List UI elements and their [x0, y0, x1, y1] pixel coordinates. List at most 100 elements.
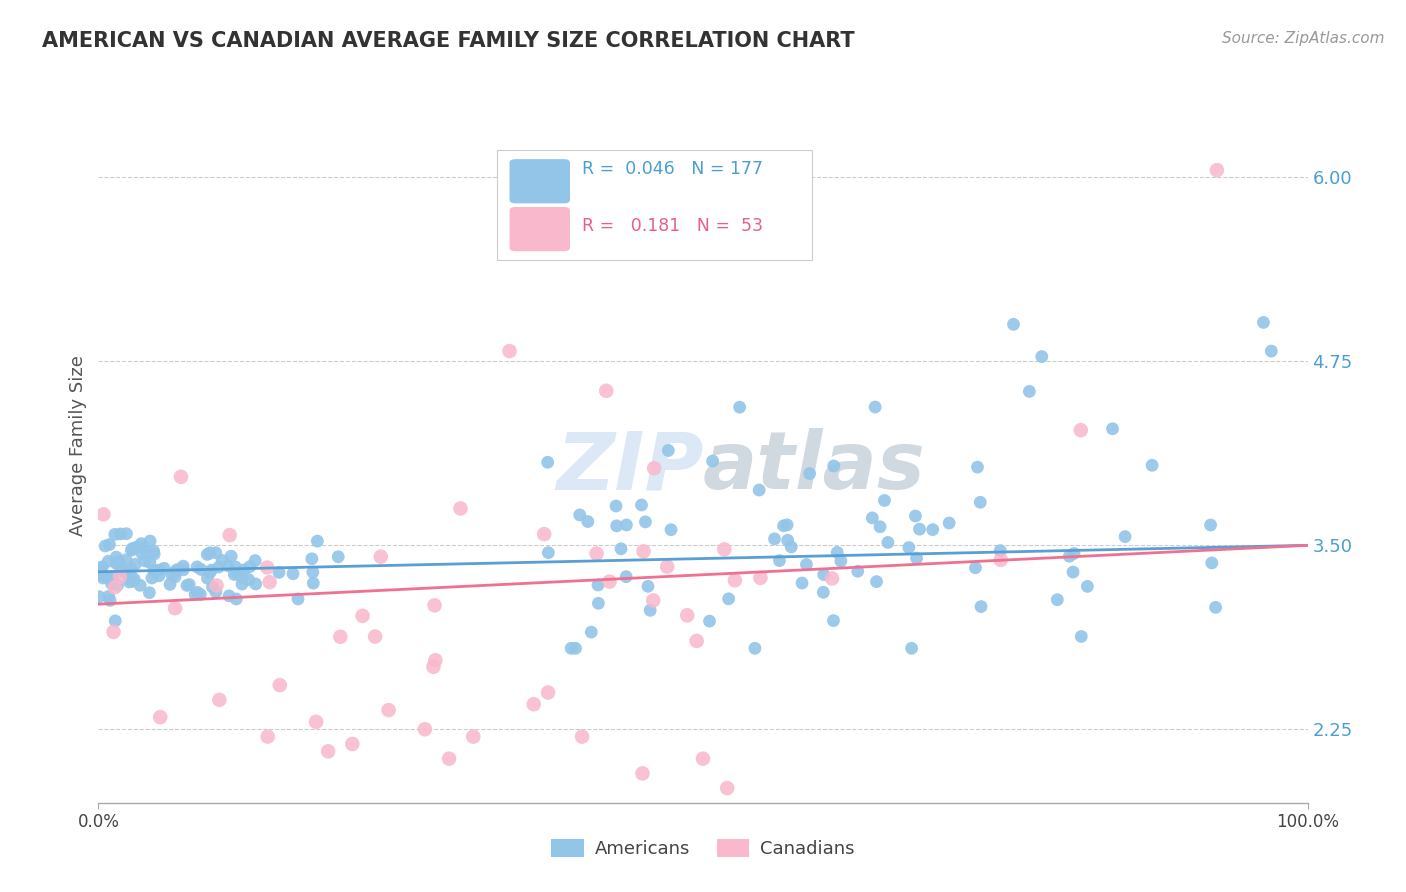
Point — [142, 543, 165, 558]
Point — [713, 542, 735, 557]
Point — [132, 541, 155, 555]
Point — [211, 553, 233, 567]
Point — [659, 523, 682, 537]
Point — [908, 522, 931, 536]
Point — [749, 571, 772, 585]
Point — [118, 574, 141, 589]
Point — [938, 516, 960, 530]
Point — [107, 554, 129, 568]
Point — [763, 532, 786, 546]
Point — [1031, 350, 1053, 364]
Point — [139, 534, 162, 549]
Point — [342, 737, 364, 751]
Point — [208, 560, 231, 574]
Point — [97, 570, 120, 584]
Point — [93, 508, 115, 522]
Point — [631, 766, 654, 780]
Point — [172, 559, 194, 574]
Point — [165, 601, 187, 615]
Point — [768, 553, 790, 567]
Point — [208, 693, 231, 707]
Text: R =  0.046   N = 177: R = 0.046 N = 177 — [582, 161, 763, 178]
Point — [97, 590, 120, 604]
Point — [364, 630, 387, 644]
Point — [184, 587, 207, 601]
Point — [307, 534, 329, 549]
Point — [970, 599, 993, 614]
Point — [121, 574, 143, 589]
Point — [198, 566, 221, 580]
Point — [533, 527, 555, 541]
Point — [1070, 423, 1092, 437]
Point — [172, 563, 194, 577]
Point — [186, 585, 208, 599]
Point — [201, 580, 224, 594]
Point — [585, 547, 607, 561]
Point — [143, 547, 166, 561]
Point — [564, 641, 586, 656]
Point — [576, 515, 599, 529]
Point — [606, 519, 628, 533]
Point — [231, 577, 253, 591]
Point — [823, 458, 845, 473]
Point — [110, 527, 132, 541]
Point — [329, 630, 352, 644]
Point — [226, 566, 249, 581]
Point — [148, 563, 170, 577]
Point — [873, 493, 896, 508]
Point — [1253, 315, 1275, 329]
Point — [143, 563, 166, 577]
Point — [129, 578, 152, 592]
Point — [267, 566, 290, 580]
Point — [188, 587, 211, 601]
Point — [799, 467, 821, 481]
Point — [813, 567, 835, 582]
Point — [523, 697, 546, 711]
Point — [643, 593, 665, 607]
Point — [904, 509, 927, 524]
Point — [195, 548, 218, 562]
Point — [269, 678, 291, 692]
Point — [634, 515, 657, 529]
Point — [190, 562, 212, 576]
Point — [846, 564, 869, 578]
Point — [94, 539, 117, 553]
Point — [897, 541, 920, 555]
Point — [537, 685, 560, 699]
Point — [813, 585, 835, 599]
Point — [780, 540, 803, 554]
Point — [124, 558, 146, 572]
Point — [148, 569, 170, 583]
Point — [96, 570, 118, 584]
Point — [224, 567, 246, 582]
Point — [122, 572, 145, 586]
FancyBboxPatch shape — [509, 207, 569, 252]
Point — [744, 641, 766, 656]
Point — [498, 344, 520, 359]
Point — [988, 543, 1011, 558]
Point — [1059, 549, 1081, 564]
Point — [104, 580, 127, 594]
Point — [724, 574, 747, 588]
Point — [141, 571, 163, 585]
Point — [1206, 163, 1229, 178]
Point — [256, 560, 278, 574]
Point — [1201, 556, 1223, 570]
Point — [166, 563, 188, 577]
Point — [231, 570, 253, 584]
Point — [614, 570, 637, 584]
Point — [1260, 344, 1282, 359]
Point — [900, 641, 922, 656]
Point — [90, 560, 112, 574]
Point — [97, 554, 120, 568]
Point — [104, 614, 127, 628]
Point — [134, 554, 156, 568]
Point — [869, 520, 891, 534]
Point — [245, 577, 267, 591]
Point — [610, 541, 633, 556]
Point — [104, 527, 127, 541]
Point — [990, 553, 1012, 567]
Point — [121, 541, 143, 556]
Point — [239, 559, 262, 574]
Point — [105, 556, 128, 570]
